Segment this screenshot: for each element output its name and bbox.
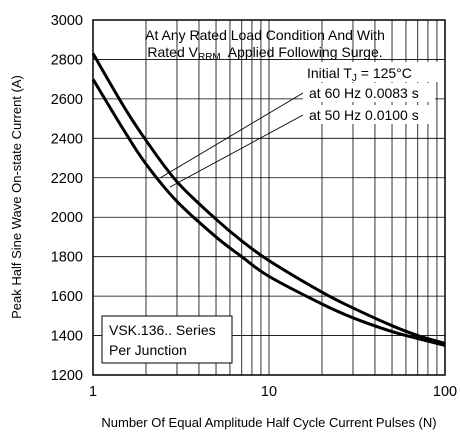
series-box-line-1: VSK.136.. Series <box>109 322 216 338</box>
tj-label-subscript: J <box>352 73 357 84</box>
y-tick-label: 2000 <box>51 210 83 226</box>
y-tick-label: 2400 <box>51 131 83 147</box>
annotation-line-2-suffix: Applied Following Surge. <box>221 44 383 60</box>
y-tick-label: 1600 <box>51 289 83 305</box>
series-50hz-label: at 50 Hz 0.0100 s <box>309 107 419 123</box>
series-box <box>101 315 233 364</box>
tj-label-bg <box>300 62 440 82</box>
y-tick-label: 1200 <box>51 368 83 384</box>
y-tick-label: 2600 <box>51 92 83 108</box>
x-tick-label: 100 <box>433 384 457 400</box>
tj-label-prefix: Initial T <box>307 65 352 81</box>
plot-frame <box>92 19 446 376</box>
curve-50hz <box>91 78 446 347</box>
y-tick-label: 1400 <box>51 329 83 345</box>
leader-line-50hz <box>169 114 304 188</box>
y-tick-label: 2200 <box>51 171 83 187</box>
y-tick-label: 2800 <box>51 52 83 68</box>
annotation-line-2-subscript: RRM <box>198 52 221 63</box>
tj-label-suffix: = 125°C <box>357 65 412 81</box>
y-axis-label: Peak Half Sine Wave On-state Current (A) <box>9 75 24 319</box>
tj-label: Initial TJ = 125°C <box>307 65 412 84</box>
series-60hz-label: at 60 Hz 0.0083 s <box>309 85 419 101</box>
x-tick-label: 1 <box>89 384 97 400</box>
y-tick-label: 3000 <box>51 13 83 29</box>
series-50hz-label-bg <box>303 105 435 124</box>
y-tick-label: 1800 <box>51 250 83 266</box>
curve-60hz <box>91 52 446 345</box>
x-axis-label: Number Of Equal Amplitude Half Cycle Cur… <box>101 415 436 430</box>
tick-labels: 1200 1400 1600 1800 2000 2200 2400 2600 2800 3000… <box>51 13 457 400</box>
annotation-line-2-prefix: Rated V <box>147 44 198 60</box>
leader-line-60hz <box>159 92 304 179</box>
annotation-line-1: At Any Rated Load Condition And With <box>145 27 385 43</box>
curves <box>91 52 446 347</box>
series-60hz-label-bg <box>303 83 435 102</box>
series-box-line-2: Per Junction <box>109 342 187 358</box>
annotation-line-2: Rated VRRM Applied Following Surge. <box>147 44 382 63</box>
x-tick-label: 10 <box>261 384 277 400</box>
